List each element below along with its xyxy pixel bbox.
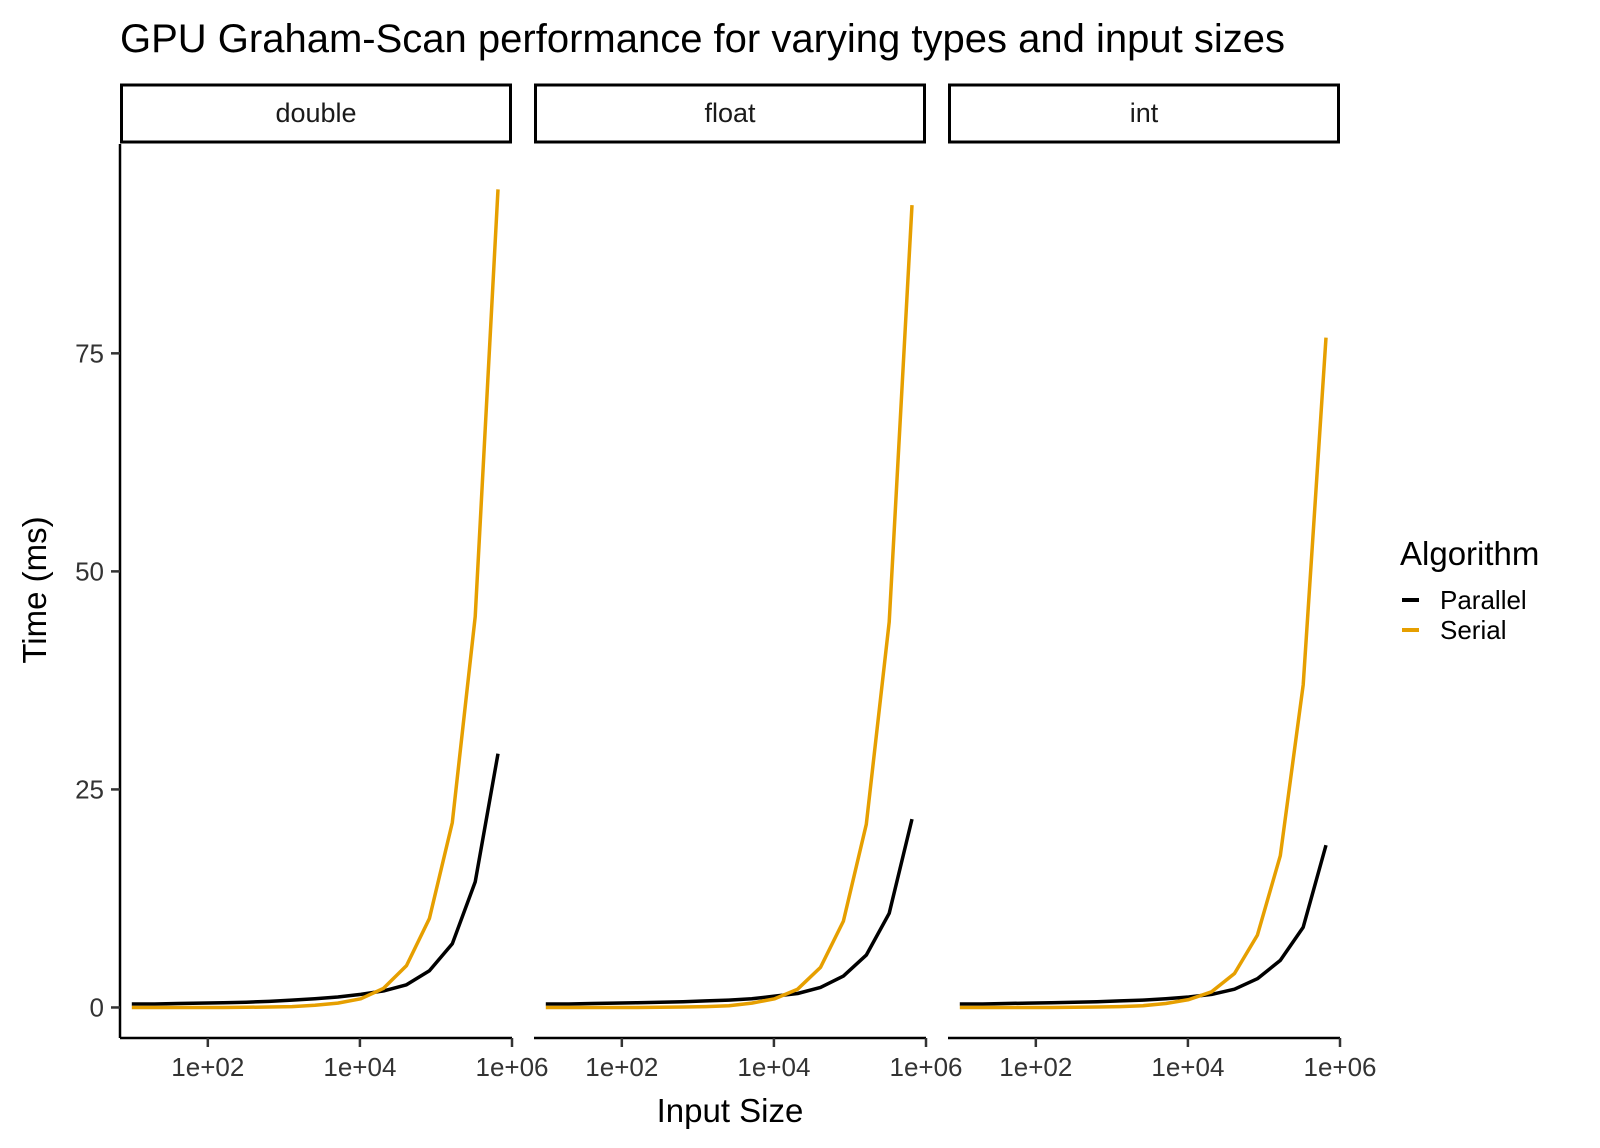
series-line-parallel-int [959, 844, 1328, 1006]
series-line-parallel-double [131, 753, 500, 1006]
y-tick-label: 50 [75, 556, 104, 586]
y-tick-label: 0 [90, 992, 104, 1022]
x-tick-label: 1e+02 [999, 1052, 1072, 1082]
series-line-serial-float [545, 205, 914, 1010]
legend-label-parallel: Parallel [1440, 585, 1527, 615]
x-tick-label: 1e+04 [1151, 1052, 1224, 1082]
x-tick-label: 1e+02 [585, 1052, 658, 1082]
facet-panel-int: int 1e+02 1e+04 1e+06 [948, 83, 1377, 1082]
facet-strip-label: int [1130, 98, 1159, 128]
x-tick-label: 1e+06 [475, 1052, 548, 1082]
legend-title: Algorithm [1400, 535, 1539, 572]
facet-strip [120, 83, 512, 144]
y-tick-label: 75 [75, 338, 104, 368]
facet-panel-double: double 1e+02 1e+04 1e+06 0 25 50 75 [75, 83, 549, 1082]
series-line-serial-double [131, 189, 500, 1010]
series-line-serial-int [959, 337, 1328, 1010]
x-tick-label: 1e+06 [889, 1052, 962, 1082]
x-tick-label: 1e+06 [1303, 1052, 1376, 1082]
x-tick-label: 1e+04 [737, 1052, 810, 1082]
x-tick-label: 1e+02 [171, 1052, 244, 1082]
facet-strip [534, 83, 926, 144]
y-tick-label: 25 [75, 774, 104, 804]
x-tick-label: 1e+04 [323, 1052, 396, 1082]
facet-panels: double 1e+02 1e+04 1e+06 0 25 50 75 float 1e+02 1e… [75, 83, 1377, 1082]
x-axis-title: Input Size [657, 1092, 804, 1129]
y-axis-title: Time (ms) [16, 516, 53, 663]
facet-panel-float: float 1e+02 1e+04 1e+06 [534, 83, 963, 1082]
facet-strip-label: double [275, 98, 356, 128]
series-line-parallel-float [545, 818, 914, 1006]
chart-title: GPU Graham-Scan performance for varying … [120, 17, 1285, 61]
facet-strip [948, 83, 1340, 144]
legend-label-serial: Serial [1440, 615, 1506, 645]
facet-strip-label: float [704, 98, 756, 128]
